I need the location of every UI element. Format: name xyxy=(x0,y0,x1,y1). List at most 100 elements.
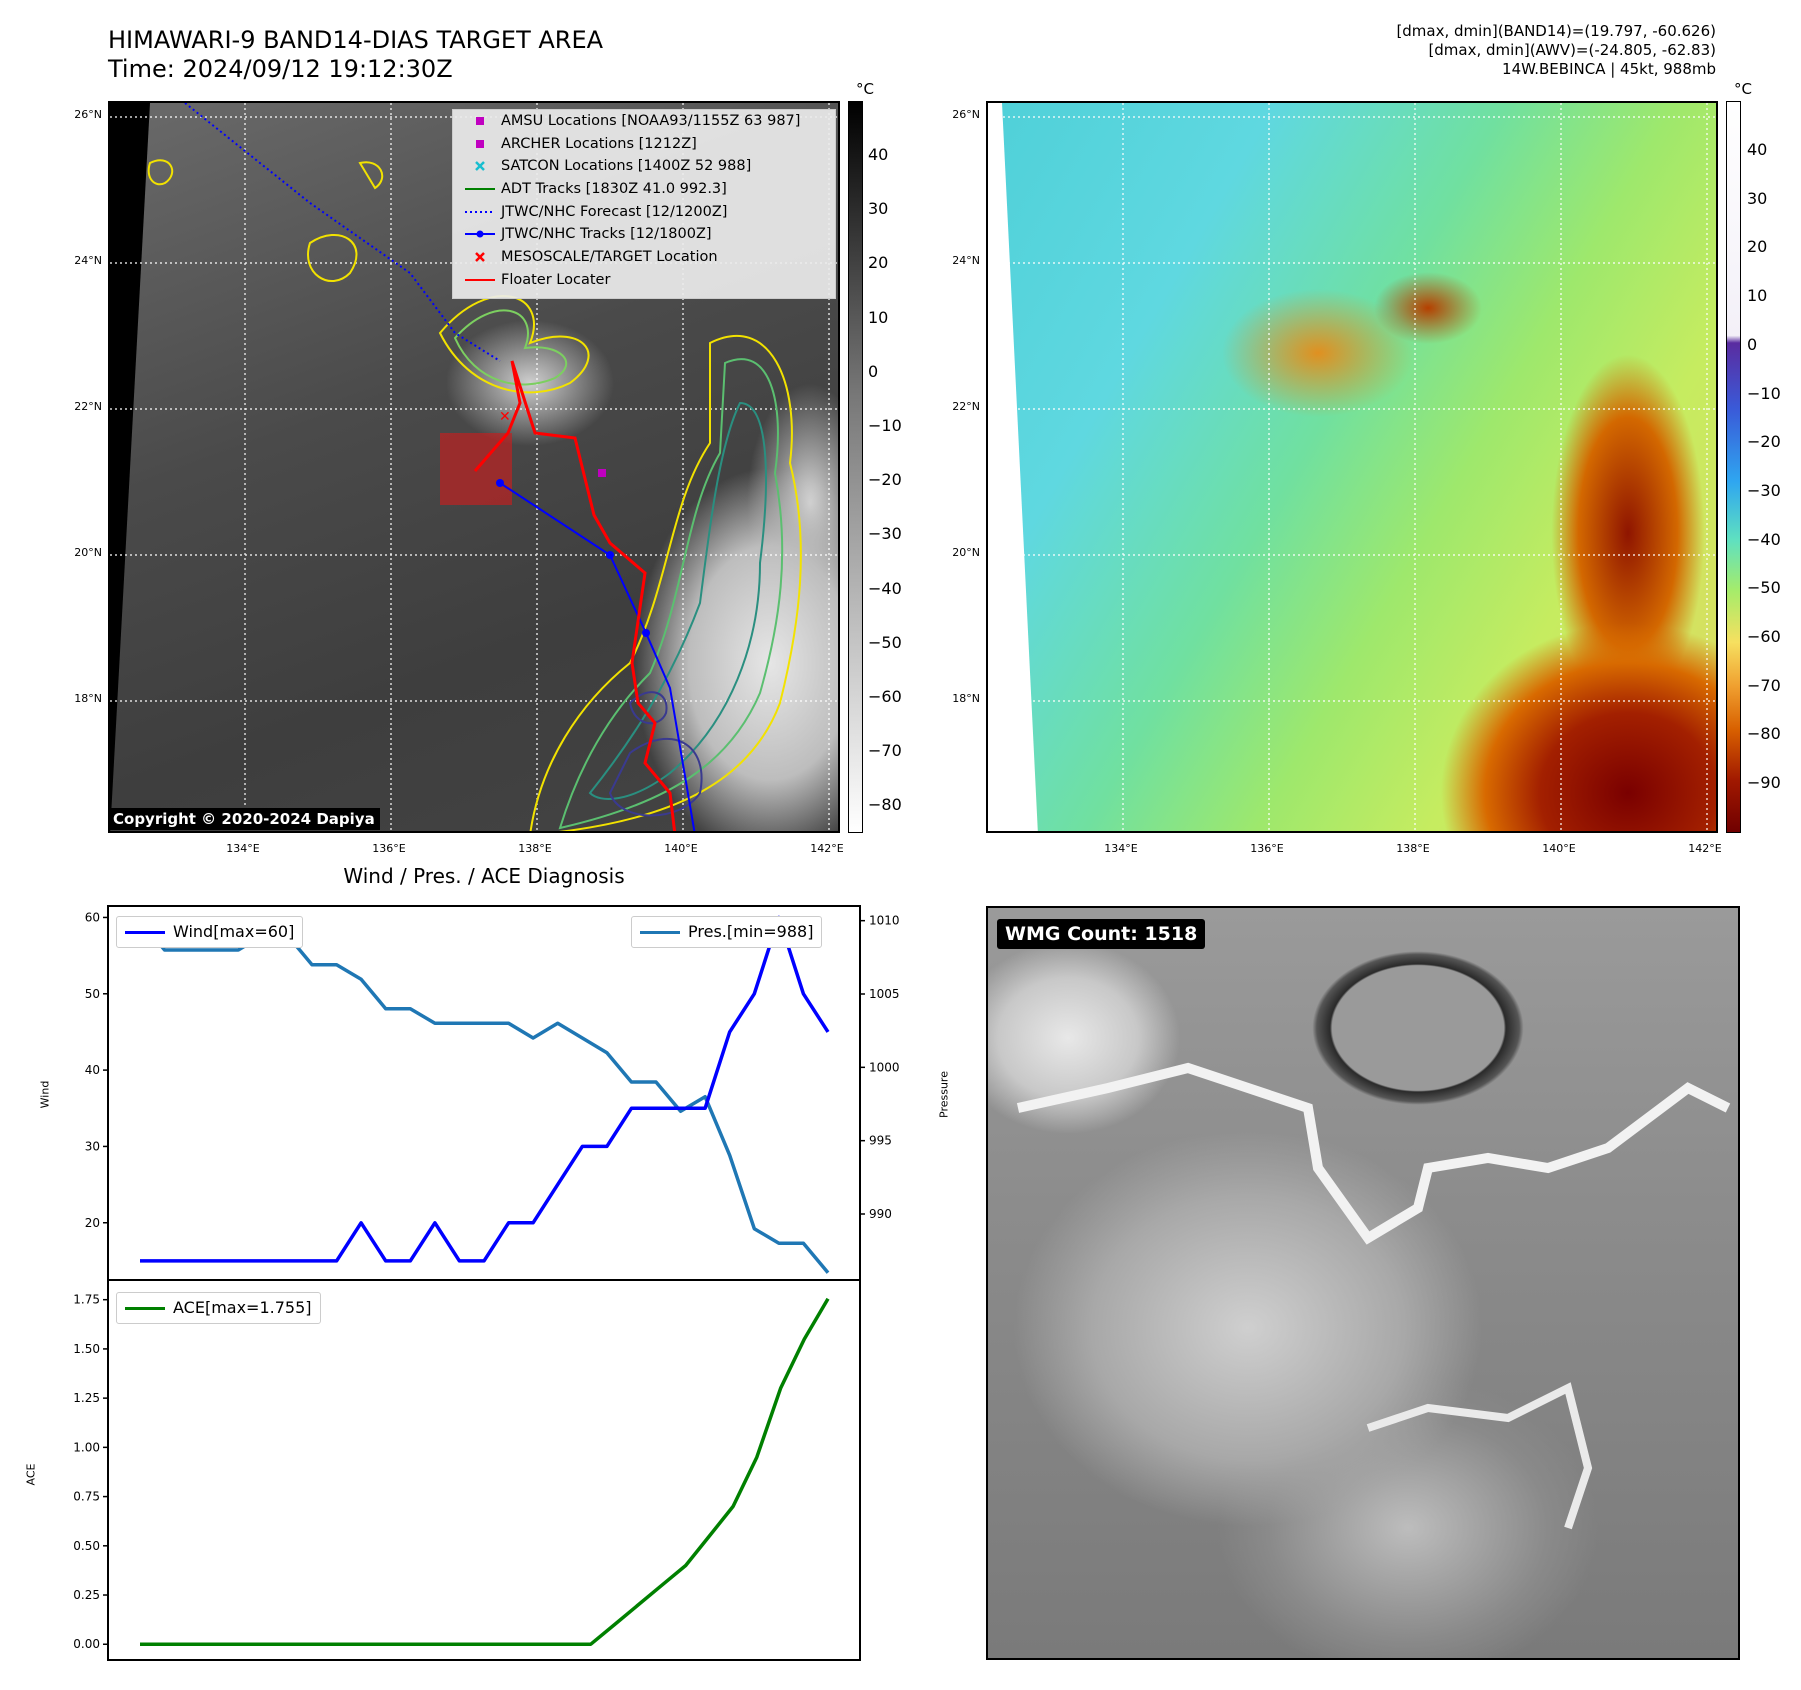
lat-tick-label: 18°N xyxy=(952,692,980,705)
legend-symbol-icon xyxy=(463,155,497,178)
color-colorbar-tick: 10 xyxy=(1747,286,1768,306)
archer-marker xyxy=(598,469,606,477)
wind-legend: Wind[max=60] xyxy=(116,916,304,948)
map-legend-item: SATCON Locations [1400Z 52 988] xyxy=(453,155,835,178)
floater-locater-track xyxy=(473,360,677,831)
lon-tick-label: 136°E xyxy=(1250,842,1284,855)
no-data-wedge-color xyxy=(988,103,1038,831)
map-legend-item: JTWC/NHC Forecast [12/1200Z] xyxy=(453,201,835,224)
stats-line3: 14W.BEBINCA | 45kt, 988mb xyxy=(1502,60,1716,78)
lat-tick-label: 22°N xyxy=(952,400,980,413)
gray-colorbar-tick: −10 xyxy=(868,416,902,435)
map-legend-label: ARCHER Locations [1212Z] xyxy=(501,135,697,152)
wmg-panel xyxy=(986,906,1740,1660)
map-legend-item: ARCHER Locations [1212Z] xyxy=(453,133,835,156)
lon-tick-label: 138°E xyxy=(518,842,552,855)
gray-colorbar-unit: °C xyxy=(856,80,874,98)
legend-symbol-icon xyxy=(463,223,497,246)
wmg-bright-edge xyxy=(1016,1062,1731,1245)
ace-plot-frame xyxy=(107,1279,861,1661)
legend-symbol-icon xyxy=(463,133,497,156)
legend-symbol-icon xyxy=(463,246,497,269)
lat-tick-label: 18°N xyxy=(74,692,102,705)
gray-colorbar-tick: −20 xyxy=(868,470,902,490)
wind-tick-label: 30 xyxy=(85,1139,100,1153)
gray-colorbar-tick: 30 xyxy=(868,199,889,219)
lat-tick-label: 26°N xyxy=(74,108,102,121)
ace-legend: ACE[max=1.755] xyxy=(116,1292,321,1324)
figure-title: HIMAWARI-9 BAND14-DIAS TARGET AREA Time:… xyxy=(108,26,603,84)
lon-tick-label: 136°E xyxy=(372,842,406,855)
copyright-label: Copyright © 2020-2024 Dapiya xyxy=(108,808,380,830)
lon-tick-label: 134°E xyxy=(226,842,260,855)
ir-gray-overlay: ✕ xyxy=(110,103,838,831)
color-colorbar-unit: °C xyxy=(1734,80,1752,98)
lon-tick-label: 138°E xyxy=(1396,842,1430,855)
wind-legend-label: Wind[max=60] xyxy=(173,922,295,941)
color-colorbar-tick: −40 xyxy=(1747,529,1781,549)
wmg-bright-edge-2 xyxy=(1366,1382,1593,1530)
ace-tick-label: 1.50 xyxy=(73,1342,100,1356)
map-legend-item: MESOSCALE/TARGET Location xyxy=(453,246,835,269)
jtwc-best-track xyxy=(499,482,696,831)
ir-gray-map: ✕ AMSU Locations [NOAA93/1155Z 63 987] AR… xyxy=(108,101,840,833)
diagnosis-title: Wind / Pres. / ACE Diagnosis xyxy=(343,864,625,888)
gray-colorbar-tick: −30 xyxy=(868,524,902,544)
color-colorbar-tick: 20 xyxy=(1747,237,1768,257)
color-colorbar-tick: 0 xyxy=(1747,334,1758,354)
map-legend-label: SATCON Locations [1400Z 52 988] xyxy=(501,158,752,175)
target-x-marker: ✕ xyxy=(499,409,511,425)
wind-tick-label: 40 xyxy=(85,1063,100,1077)
map-legend-item: AMSU Locations [NOAA93/1155Z 63 987] xyxy=(453,110,835,133)
lon-tick-label: 142°E xyxy=(810,842,844,855)
ace-line xyxy=(140,1297,830,1646)
ace-tick-label: 1.75 xyxy=(73,1293,100,1307)
ace-tick-label: 1.25 xyxy=(73,1391,100,1405)
wmg-count-badge: WMG Count: 1518 xyxy=(997,919,1206,949)
pressure-tick-label: 995 xyxy=(869,1134,892,1148)
pressure-axis-label: Pressure xyxy=(937,1071,951,1118)
map-legend-label: MESOSCALE/TARGET Location xyxy=(501,249,718,266)
gray-colorbar xyxy=(848,101,863,833)
gray-colorbar-tick: −60 xyxy=(868,687,902,706)
color-colorbar-tick: −30 xyxy=(1747,480,1781,500)
stats-line2: [dmax, dmin](AWV)=(-24.805, -62.83) xyxy=(1428,41,1716,59)
color-colorbar-tick: −50 xyxy=(1747,578,1781,598)
map-legend-label: JTWC/NHC Forecast [12/1200Z] xyxy=(501,203,728,220)
lon-tick-label: 142°E xyxy=(1688,842,1722,855)
gray-colorbar-tick: −50 xyxy=(868,632,902,652)
lon-tick-label: 134°E xyxy=(1104,842,1138,855)
color-colorbar-tick: −80 xyxy=(1747,724,1781,744)
color-colorbar xyxy=(1726,101,1741,833)
ace-legend-label: ACE[max=1.755] xyxy=(173,1298,312,1317)
gray-colorbar-tick: 40 xyxy=(868,145,889,164)
legend-symbol-icon xyxy=(463,110,497,133)
stats-header: [dmax, dmin](BAND14)=(19.797, -60.626) [… xyxy=(1396,22,1716,79)
jtwc-track-points xyxy=(496,479,650,637)
title-line1: HIMAWARI-9 BAND14-DIAS TARGET AREA xyxy=(108,26,604,54)
legend-symbol-icon xyxy=(463,269,497,292)
pressure-tick-label: 1010 xyxy=(869,914,900,928)
lat-tick-label: 20°N xyxy=(74,546,102,559)
legend-symbol-icon xyxy=(463,178,497,201)
color-colorbar-tick: 30 xyxy=(1747,188,1768,208)
wind-pres-plot-frame xyxy=(107,905,861,1281)
pres-legend-swatch xyxy=(640,931,680,934)
grid-lines-color xyxy=(988,103,1716,831)
pressure-tick-label: 1005 xyxy=(869,987,900,1001)
map-legend-label: Floater Locater xyxy=(501,271,611,288)
ace-axis-label: ACE xyxy=(24,1463,38,1486)
wind-line xyxy=(140,915,830,1263)
lat-tick-label: 22°N xyxy=(74,400,102,413)
wind-tick-label: 20 xyxy=(85,1216,100,1230)
pres-legend: Pres.[min=988] xyxy=(631,916,823,948)
gray-colorbar-tick: −40 xyxy=(868,578,902,598)
gray-colorbar-tick: 0 xyxy=(868,361,879,381)
lat-tick-label: 24°N xyxy=(74,254,102,267)
color-colorbar-tick: −70 xyxy=(1747,675,1781,695)
color-colorbar-tick: 40 xyxy=(1747,140,1768,159)
lat-tick-label: 20°N xyxy=(952,546,980,559)
ace-tick-label: 1.00 xyxy=(73,1440,100,1454)
wind-legend-swatch xyxy=(125,931,165,934)
color-colorbar-tick: −60 xyxy=(1747,627,1781,646)
